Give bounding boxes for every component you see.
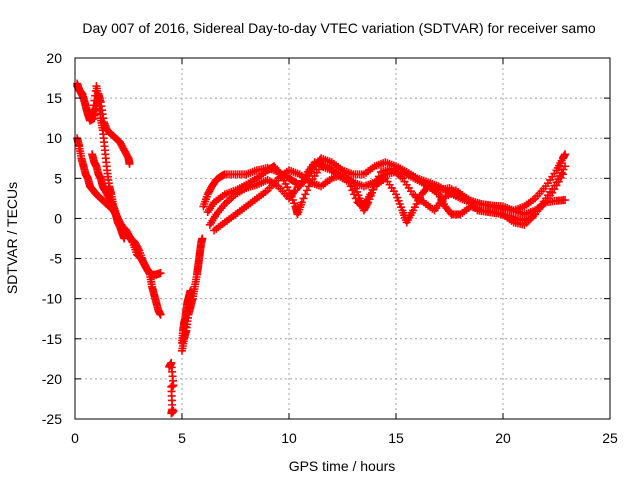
y-tick-label: -15	[42, 331, 62, 347]
data-point	[301, 190, 310, 199]
y-tick-label: -10	[42, 291, 62, 307]
data-point	[366, 190, 375, 199]
y-tick-label: 5	[54, 170, 62, 186]
data-point	[108, 200, 117, 209]
data-point	[351, 194, 360, 203]
y-tick-label: 10	[46, 130, 62, 146]
data-point	[344, 178, 353, 187]
x-tick-labels: 0 5 10 15 20 25	[71, 430, 618, 446]
data-point	[125, 159, 134, 168]
x-tick-label: 10	[281, 430, 297, 446]
axis-ticks	[74, 57, 611, 420]
y-tick-label: -25	[42, 411, 62, 427]
data-point	[370, 181, 379, 190]
data-point	[350, 190, 359, 199]
data-point	[297, 198, 306, 207]
plot-frame	[74, 57, 611, 420]
data-point	[561, 162, 570, 171]
data-point	[302, 186, 311, 195]
data-point	[198, 234, 207, 243]
x-tick-label: 0	[71, 430, 79, 446]
x-tick-label: 15	[388, 430, 404, 446]
y-tick-label: -5	[50, 251, 63, 267]
data-point	[372, 176, 381, 185]
y-tick-labels: 20 15 10 5 0 -5 -10 -15 -20 -25	[42, 50, 62, 427]
data-point	[561, 195, 570, 204]
series-track-j	[205, 158, 567, 229]
data-point	[299, 194, 308, 203]
data-point	[145, 268, 154, 277]
chart-title: Day 007 of 2016, Sidereal Day-to-day VTE…	[82, 20, 595, 36]
y-axis-label: SDTVAR / TECUs	[4, 182, 20, 294]
data-point	[374, 172, 383, 181]
data-point	[558, 170, 567, 179]
y-tick-label: 0	[54, 210, 62, 226]
series-track-e	[165, 358, 178, 418]
data-point	[561, 150, 570, 159]
data-point	[348, 186, 357, 195]
series-track-d	[88, 150, 165, 319]
x-tick-label: 20	[495, 430, 511, 446]
x-tick-label: 25	[602, 430, 618, 446]
data-point	[156, 310, 165, 319]
data-point	[346, 182, 355, 191]
y-tick-label: 15	[46, 90, 62, 106]
x-axis-label: GPS time / hours	[289, 458, 396, 474]
data-point	[156, 268, 165, 277]
y-tick-label: -20	[42, 371, 62, 387]
data-points	[73, 79, 570, 418]
data-point	[169, 406, 178, 415]
x-tick-label: 5	[178, 430, 186, 446]
y-tick-label: 20	[46, 50, 62, 66]
data-point	[290, 187, 299, 196]
series-track-c	[73, 134, 165, 279]
grid-lines	[75, 58, 610, 419]
series-track-f	[178, 234, 207, 355]
data-point	[368, 185, 377, 194]
